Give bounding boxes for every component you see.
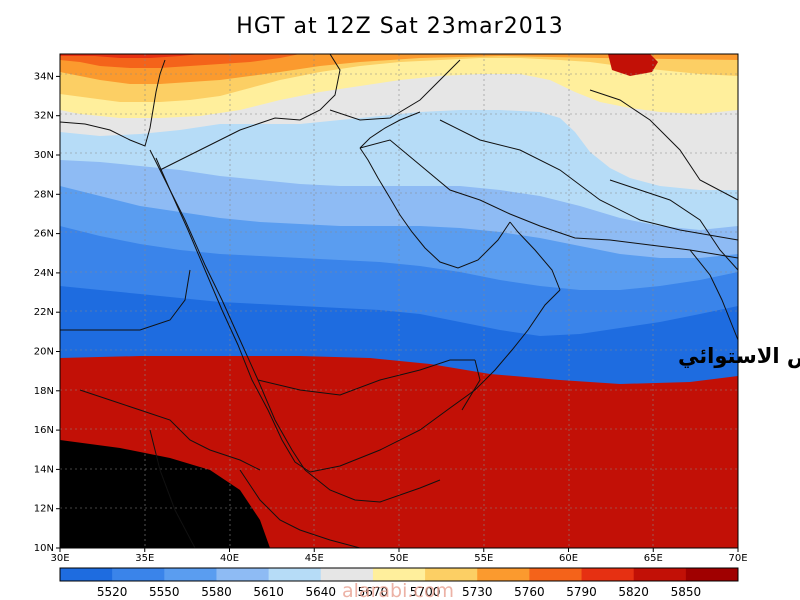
- y-tick-label: 20N: [34, 347, 54, 358]
- y-tick-label: 32N: [34, 111, 54, 122]
- afghanistan-border: [589, 89, 738, 201]
- colorbar-label: 5760: [514, 585, 545, 599]
- colorbar-swatch: [372, 568, 426, 581]
- horn-coast: [304, 469, 441, 503]
- colorbar-label: 5610: [253, 585, 284, 599]
- colorbar-swatch: [581, 568, 635, 581]
- colorbar-label: 5640: [305, 585, 336, 599]
- colorbar-label: 5670: [358, 585, 389, 599]
- colorbar-swatch: [112, 568, 165, 581]
- x-tick-label: 55E: [474, 553, 493, 564]
- x-tick-label: 40E: [220, 553, 239, 564]
- coastlines-and-borders: [60, 54, 738, 548]
- y-tick-label: 28N: [34, 189, 54, 200]
- saudi-yemen-border: [257, 359, 475, 396]
- x-tick-label: 45E: [305, 553, 324, 564]
- y-tick-label: 22N: [34, 307, 54, 318]
- colorbar-label: 5520: [97, 585, 128, 599]
- y-tick-label: 34N: [34, 71, 54, 82]
- watermark: alarabi.com: [342, 580, 454, 600]
- colorbar-label: 5850: [671, 585, 702, 599]
- y-tick-label: 18N: [34, 386, 54, 397]
- colorbar-swatch: [320, 568, 374, 581]
- saudi-north-border: [159, 54, 341, 171]
- oman-coast: [509, 221, 561, 291]
- x-tick-label: 65E: [644, 553, 663, 564]
- mediterranean-coast: [60, 59, 166, 147]
- yemen-oman-border: [461, 359, 481, 411]
- gulf-coast: [359, 147, 511, 269]
- blue-patch-east: [608, 54, 658, 76]
- y-tick-label: 26N: [34, 229, 54, 240]
- colorbar: 5520 5550 5580 5610 5640 5670 5700 5730 5760 5790…: [59, 567, 739, 599]
- india-coast: [689, 249, 738, 341]
- map-title: HGT at 12Z Sat 23mar2013: [236, 14, 564, 39]
- colorbar-swatch: [529, 568, 583, 581]
- africa-border-3: [149, 429, 196, 548]
- dark-red-zone-south: [60, 440, 270, 548]
- y-tick-label: 16N: [34, 425, 54, 436]
- iran-interior: [439, 119, 738, 241]
- y-tick-label: 14N: [34, 464, 54, 475]
- colorbar-label: 5700: [410, 585, 441, 599]
- y-axis-ticks: 10N 12N 14N 16N 18N 20N 22N 24N 26N 28N 30N 32N 34N: [34, 71, 60, 554]
- y-tick-label: 24N: [34, 268, 54, 279]
- colorbar-swatch: [60, 568, 113, 581]
- colorbar-swatch: [477, 568, 530, 581]
- pakistan-border: [609, 179, 738, 271]
- colorbar-label: 5790: [566, 585, 597, 599]
- iraq-border: [329, 59, 461, 121]
- africa-border-2: [79, 389, 261, 471]
- africa-border-1: [60, 269, 191, 331]
- x-tick-label: 60E: [559, 553, 578, 564]
- africa-border-4: [239, 469, 361, 548]
- colorbar-label: 5580: [201, 585, 232, 599]
- colorbar-swatch: [685, 568, 739, 581]
- x-tick-label: 50E: [389, 553, 408, 564]
- annotation-label: المنخفض الاستوائي: [678, 344, 800, 368]
- colorbar-frame: [59, 567, 739, 582]
- y-tick-label: 12N: [34, 504, 54, 515]
- colorbar-label: 5550: [149, 585, 180, 599]
- persian-gulf-north: [359, 111, 421, 149]
- red-sea-east-coast: [155, 157, 311, 473]
- colorbar-swatch: [633, 568, 687, 581]
- colorbar-swatch: [164, 568, 217, 581]
- colorbar-swatch: [268, 568, 322, 581]
- iran-coast: [359, 139, 738, 259]
- band-5520: [60, 54, 200, 58]
- colorbar-swatch: [425, 568, 478, 581]
- x-tick-label: 35E: [135, 553, 154, 564]
- colorbar-label: 5820: [618, 585, 649, 599]
- x-tick-label: 30E: [50, 553, 69, 564]
- x-tick-label: 70E: [728, 553, 747, 564]
- colorbar-swatch: [216, 568, 270, 581]
- arabia-south-coast: [309, 289, 561, 473]
- gridlines: [60, 54, 738, 548]
- colorbar-label: 5730: [462, 585, 493, 599]
- y-tick-label: 30N: [34, 150, 54, 161]
- x-axis-ticks: 30E 35E 40E 45E 50E 55E 60E 65E 70E: [50, 548, 748, 564]
- height-field: [60, 54, 738, 548]
- y-tick-label: 10N: [34, 543, 54, 554]
